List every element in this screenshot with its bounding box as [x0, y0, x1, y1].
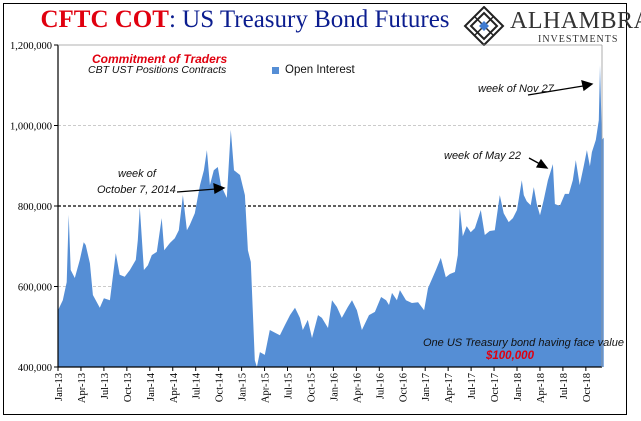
- x-tick-label: Jan-17: [421, 373, 432, 401]
- x-tick-label: Jul-18: [559, 373, 570, 399]
- y-tick-label: 800,000: [18, 202, 52, 213]
- x-tick-label: Jan-16: [329, 373, 340, 401]
- annotation-face-amount: $100,000: [486, 350, 534, 362]
- arrowhead-icon: [535, 158, 549, 169]
- x-tick-label: Jan-18: [513, 373, 524, 401]
- series-open-interest-area: [58, 65, 604, 367]
- annotation-oct-7-2014: October 7, 2014: [97, 184, 176, 196]
- arrowhead-icon: [581, 80, 594, 92]
- y-tick-label: 1,000,000: [10, 122, 52, 133]
- x-tick-label: Apr-14: [169, 372, 180, 403]
- x-tick-label: Jul-13: [100, 373, 111, 399]
- x-tick-label: Oct-13: [123, 373, 134, 402]
- logo-subtitle: INVESTMENTS: [538, 34, 619, 45]
- annotation-positions: CBT UST Positions Contracts: [88, 64, 227, 76]
- annotation-face-value: One US Treasury bond having face value: [423, 337, 624, 349]
- outer-frame: [3, 3, 627, 415]
- x-tick-label: Jan-13: [54, 373, 65, 401]
- x-tick-label: Jul-14: [192, 372, 203, 399]
- x-tick-label: Jan-15: [238, 373, 249, 401]
- annotation-commitment-of-traders: Commitment of Traders: [92, 52, 228, 66]
- x-tick-label: Apr-13: [77, 373, 88, 403]
- x-tick-label: Apr-15: [261, 373, 272, 403]
- annotation-arrow-oct-2014: [176, 188, 217, 193]
- x-tick-label: Jul-16: [375, 373, 386, 399]
- x-tick-label: Oct-14: [215, 372, 226, 402]
- x-tick-label: Jul-17: [467, 373, 478, 399]
- arrowhead-icon: [213, 182, 226, 195]
- chart-title: CFTC COT: US Treasury Bond Futures: [40, 6, 450, 34]
- legend-label-open-interest: Open Interest: [285, 64, 355, 76]
- x-tick-label: Jul-15: [284, 373, 295, 399]
- x-tick-label: Oct-15: [306, 373, 317, 402]
- annotation-arrow-may-22: [528, 157, 541, 165]
- alhambra-logo: ALHAMBRA INVESTMENTS: [462, 6, 641, 46]
- x-tick-label: Oct-16: [398, 373, 409, 402]
- annotation-may-22: week of May 22: [444, 150, 522, 162]
- title-part-cftc: CFTC COT: [40, 6, 169, 33]
- x-tick-label: Oct-17: [490, 373, 501, 402]
- annotation-nov-27: week of Nov 27: [478, 83, 554, 95]
- legend-swatch-open-interest: [272, 67, 279, 74]
- x-tick-label: Apr-16: [352, 373, 363, 403]
- x-tick-label: Apr-17: [444, 373, 455, 403]
- x-tick-label: Apr-18: [536, 373, 547, 403]
- x-tick-label: Jan-14: [146, 372, 157, 401]
- y-tick-label: 600,000: [18, 283, 52, 294]
- title-part-main: : US Treasury Bond Futures: [168, 6, 450, 33]
- logo-name: ALHAMBRA: [510, 8, 641, 34]
- y-tick-label: 1,200,000: [10, 41, 52, 52]
- y-tick-label: 400,000: [18, 363, 52, 374]
- x-tick-label: Oct-18: [582, 373, 593, 402]
- annotation-week-of: week of: [118, 168, 156, 180]
- annotation-arrow-nov-27: [527, 85, 584, 96]
